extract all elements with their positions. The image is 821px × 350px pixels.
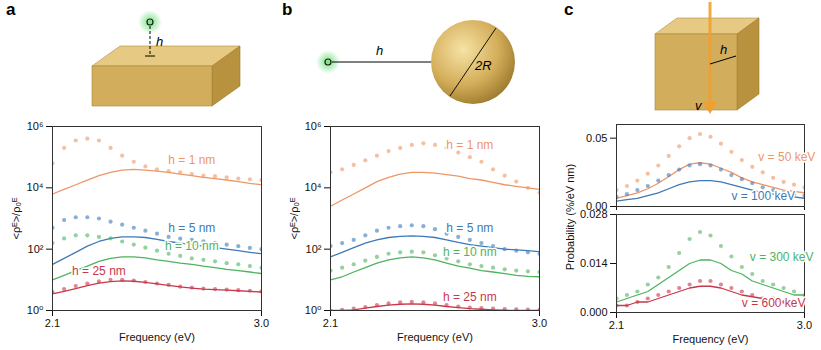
html-text:b: b bbox=[282, 0, 293, 19]
svg-text:10⁶: 10⁶ bbox=[27, 120, 44, 132]
svg-text:3.0: 3.0 bbox=[532, 317, 547, 329]
svg-text:2.1: 2.1 bbox=[323, 317, 338, 329]
svg-text:2R: 2R bbox=[474, 58, 492, 73]
svg-text:10⁶: 10⁶ bbox=[305, 120, 322, 132]
svg-text:0.000: 0.000 bbox=[580, 306, 608, 318]
svg-text:h = 10 nm: h = 10 nm bbox=[165, 239, 219, 253]
svg-text:10⁰: 10⁰ bbox=[27, 304, 44, 316]
html-text:a: a bbox=[6, 0, 16, 19]
svg-text:10⁴: 10⁴ bbox=[27, 181, 44, 193]
svg-text:Frequency (eV): Frequency (eV) bbox=[673, 333, 749, 345]
svg-text:Frequency (eV): Frequency (eV) bbox=[397, 331, 473, 343]
svg-text:<ρᴱ>/ρ₀ᴱ: <ρᴱ>/ρ₀ᴱ bbox=[288, 197, 300, 239]
svg-text:<ρᴱ>/ρ₀ᴱ: <ρᴱ>/ρ₀ᴱ bbox=[10, 197, 22, 239]
svg-text:0.014: 0.014 bbox=[580, 257, 608, 269]
svg-text:h: h bbox=[376, 43, 383, 58]
svg-text:2.1: 2.1 bbox=[45, 317, 60, 329]
svg-text:h = 5 nm: h = 5 nm bbox=[168, 221, 215, 235]
svg-text:v = 300 keV: v = 300 keV bbox=[750, 250, 814, 264]
svg-text:10⁰: 10⁰ bbox=[305, 304, 322, 316]
svg-text:3.0: 3.0 bbox=[254, 317, 269, 329]
svg-text:v = 50 keV: v = 50 keV bbox=[758, 150, 815, 164]
svg-text:h: h bbox=[720, 42, 727, 57]
svg-text:h = 10 nm: h = 10 nm bbox=[443, 245, 497, 259]
svg-text:0.028: 0.028 bbox=[580, 208, 608, 220]
html-text:c: c bbox=[564, 0, 574, 19]
svg-text:h: h bbox=[156, 34, 163, 49]
svg-text:h = 25 nm: h = 25 nm bbox=[72, 264, 126, 278]
svg-text:0.05: 0.05 bbox=[586, 132, 607, 144]
svg-text:2.1: 2.1 bbox=[609, 319, 624, 331]
svg-text:h = 1 nm: h = 1 nm bbox=[168, 153, 215, 167]
svg-text:v = 100 keV: v = 100 keV bbox=[731, 189, 795, 203]
svg-text:10⁴: 10⁴ bbox=[305, 181, 322, 193]
svg-text:h = 25 nm: h = 25 nm bbox=[443, 290, 497, 304]
svg-text:3.0: 3.0 bbox=[797, 319, 812, 331]
svg-text:10²: 10² bbox=[306, 243, 322, 255]
svg-text:v: v bbox=[695, 98, 703, 113]
svg-text:Frequency (eV): Frequency (eV) bbox=[119, 331, 195, 343]
html-text:Probability (%/eV nm): Probability (%/eV nm) bbox=[564, 163, 576, 271]
svg-text:h = 5 nm: h = 5 nm bbox=[446, 221, 493, 235]
svg-text:v = 600 keV: v = 600 keV bbox=[742, 296, 806, 310]
svg-text:0.00: 0.00 bbox=[586, 200, 608, 212]
svg-text:h = 1 nm: h = 1 nm bbox=[446, 138, 493, 152]
svg-text:10²: 10² bbox=[28, 243, 44, 255]
